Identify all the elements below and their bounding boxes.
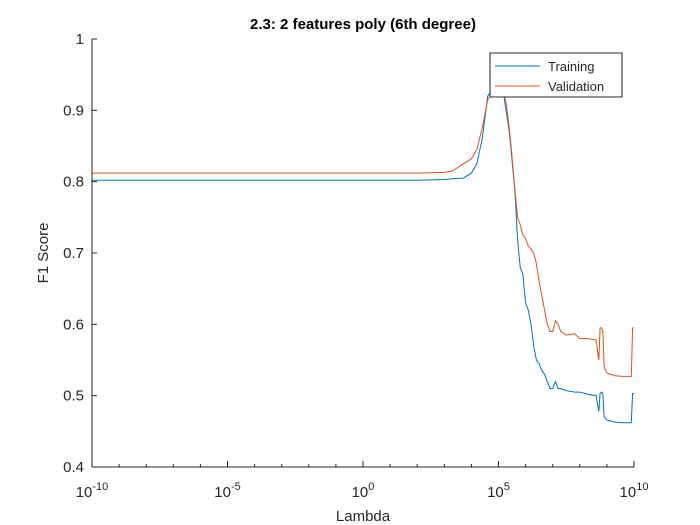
series-line-validation <box>92 84 634 377</box>
x-axis-label: Lambda <box>336 508 391 525</box>
y-tick-label: 0.6 <box>63 316 84 333</box>
legend-label-validation: Validation <box>548 79 604 94</box>
y-tick-label: 0.8 <box>63 174 84 191</box>
axes-group: 0.4 0.5 0.6 0.7 0.8 0.9 1 10-10 10-5 100 105 1010 <box>63 31 648 501</box>
x-tick-label: 100 <box>352 481 375 501</box>
series-group <box>92 84 634 424</box>
y-tick-label: 1 <box>76 31 84 48</box>
legend-label-training: Training <box>548 59 594 74</box>
legend-box <box>489 52 623 98</box>
legend: Training Validation <box>489 52 623 98</box>
x-tick-label: 10-5 <box>214 481 240 501</box>
y-tick-label: 0.4 <box>63 459 84 476</box>
y-axis-label: F1 Score <box>35 223 52 284</box>
x-tick-label: 10-10 <box>76 481 109 501</box>
chart-title: 2.3: 2 features poly (6th degree) <box>250 16 476 33</box>
series-line-training <box>92 88 634 424</box>
y-tick-label: 0.7 <box>63 245 84 262</box>
y-tick-label: 0.5 <box>63 388 84 405</box>
y-tick-label: 0.9 <box>63 102 84 119</box>
x-tick-label: 105 <box>487 481 510 501</box>
x-tick-label: 1010 <box>620 481 649 501</box>
plot-area <box>92 39 634 467</box>
